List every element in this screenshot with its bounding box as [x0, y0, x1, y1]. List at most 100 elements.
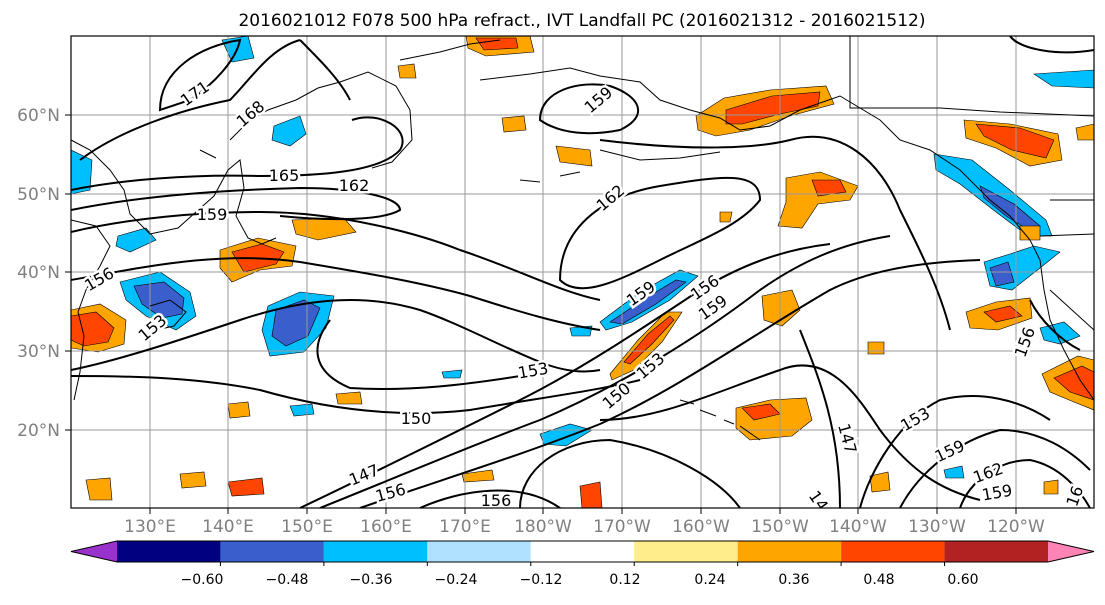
positive-anomalies — [71, 36, 1094, 508]
colorbar-block — [117, 541, 221, 562]
contour-label: 159 — [197, 205, 228, 224]
negative-anomaly-small-4 — [441, 369, 463, 379]
contour-171 — [158, 38, 242, 112]
contour-153-east — [599, 364, 981, 501]
colorbar-block — [841, 541, 945, 562]
figure-title: 2016021012 F078 500 hPa refract., IVT La… — [238, 11, 925, 31]
map-panel: 171 168 165 162 159 156 153 150 147 162 … — [71, 36, 1094, 510]
positive-anomaly-small-6 — [501, 115, 527, 133]
islands-hawaii — [679, 399, 761, 441]
contour-156-lower — [419, 489, 561, 508]
colorbar-block — [530, 541, 635, 562]
positive-anomaly-small-14 — [579, 481, 603, 508]
coast-bering-alaska — [399, 39, 1094, 401]
positive-anomaly-small-19 — [85, 477, 113, 501]
positive-anomaly-small-15 — [869, 471, 891, 493]
colorbar-block — [220, 541, 324, 562]
positive-anomaly-small-18 — [1075, 123, 1094, 141]
positive-anomaly-mexico-core — [1053, 365, 1094, 401]
positive-anomaly-bering-top-core — [475, 37, 519, 51]
latitude-labels: 60°N 50°N 40°N 30°N 20°N — [17, 106, 60, 441]
positive-anomaly-small-16 — [335, 391, 363, 405]
colorbar-tick-label: −0.24 — [435, 572, 478, 588]
colorbar-tick-label: −0.60 — [181, 572, 224, 588]
negative-anomaly-alaska-top — [1033, 69, 1094, 89]
positive-anomaly-yukon-core — [975, 123, 1055, 159]
negative-anomaly-central-core — [271, 299, 321, 347]
colorbar-block — [1048, 541, 1094, 562]
colorbar-tick-label: −0.12 — [520, 572, 563, 588]
contour-ne-top — [1009, 36, 1094, 54]
colorbar-tick-label: 0.48 — [863, 572, 894, 588]
positive-anomaly-small-11 — [227, 401, 251, 419]
contour-165 — [71, 116, 404, 191]
contour-162-mid — [558, 176, 762, 290]
contour-label: 165 — [269, 166, 300, 185]
lon-label: 170°W — [593, 517, 651, 537]
colorbar-block — [427, 541, 531, 562]
lat-label: 50°N — [17, 185, 60, 205]
axis-ticks — [65, 114, 1017, 514]
positive-anomaly-small-7 — [555, 145, 593, 167]
lon-label: 170°E — [439, 517, 491, 537]
negative-anomaly-kamchatka — [271, 115, 307, 147]
coast-asia — [71, 71, 413, 401]
colorbar-tick-label: 0.36 — [778, 572, 809, 588]
contour-159-west — [71, 210, 601, 301]
positive-anomaly-small-13 — [179, 471, 207, 489]
contour-159-se — [899, 428, 1091, 508]
colorbar: −0.60 −0.48 −0.36 −0.24 −0.12 0.12 0.24 … — [70, 540, 1095, 588]
lat-label: 20°N — [17, 421, 60, 441]
lat-label: 30°N — [17, 342, 60, 362]
colorbar-block — [634, 541, 738, 562]
contour-162-se — [959, 458, 1091, 508]
height-contours — [71, 36, 1094, 508]
positive-anomaly-small-8 — [719, 211, 733, 223]
contour-162-west — [71, 186, 402, 221]
colorbar-tick-label: 0.60 — [947, 572, 978, 588]
negative-anomaly-japan-core — [133, 281, 185, 319]
contour-153-west — [71, 299, 601, 373]
positive-anomaly-small-10 — [867, 341, 885, 355]
negative-anomaly-kuril — [115, 227, 157, 253]
contour-label: 150 — [401, 409, 432, 428]
contour-150 — [71, 375, 641, 415]
coastlines — [71, 36, 1094, 441]
positive-anomaly-california-core — [983, 305, 1023, 323]
positive-anomaly-jet-core — [623, 315, 675, 365]
contour-label: 156 — [481, 491, 512, 510]
lon-label: 180°W — [514, 517, 572, 537]
lon-label: 140°E — [202, 517, 254, 537]
contour-168 — [79, 39, 351, 161]
contour-label: 162 — [339, 176, 370, 195]
positive-anomaly-small-21 — [1043, 479, 1059, 495]
longitude-labels: 130°E 140°E 150°E 160°E 170°E 180°W 170°… — [124, 517, 1045, 537]
lon-label: 130°E — [124, 517, 176, 537]
colorbar-block — [323, 541, 428, 562]
lon-label: 160°W — [672, 517, 730, 537]
negative-anomaly-hawaii-east — [943, 465, 965, 479]
colorbar-tick-label: 0.12 — [609, 572, 640, 588]
colorbar-ticks: −0.60 −0.48 −0.36 −0.24 −0.12 0.12 0.24 … — [181, 572, 979, 588]
contour-153-se — [859, 395, 1051, 508]
contour-147-east — [799, 329, 841, 508]
contour-east-edge — [1029, 299, 1081, 351]
negative-anomaly-pnw-core — [989, 261, 1015, 287]
colorbar-tick-label: 0.24 — [694, 572, 725, 588]
positive-anomaly-small-20 — [461, 469, 495, 483]
positive-anomaly-west-1-core — [71, 311, 115, 347]
contour-156-west — [71, 257, 601, 331]
positive-anomaly-gulf-core — [811, 179, 847, 197]
colorbar-block — [737, 541, 842, 562]
colorbar-block — [71, 541, 117, 562]
contour-156-jet — [319, 235, 891, 508]
lat-label: 60°N — [17, 106, 60, 126]
contour-159-lower — [519, 438, 741, 508]
positive-anomaly-small-5 — [397, 63, 417, 79]
lon-label: 140°W — [829, 517, 887, 537]
lon-label: 160°E — [360, 517, 412, 537]
contour-159-jet — [359, 259, 981, 508]
contour-159-mid — [538, 83, 640, 135]
contour-156-east — [599, 135, 951, 331]
